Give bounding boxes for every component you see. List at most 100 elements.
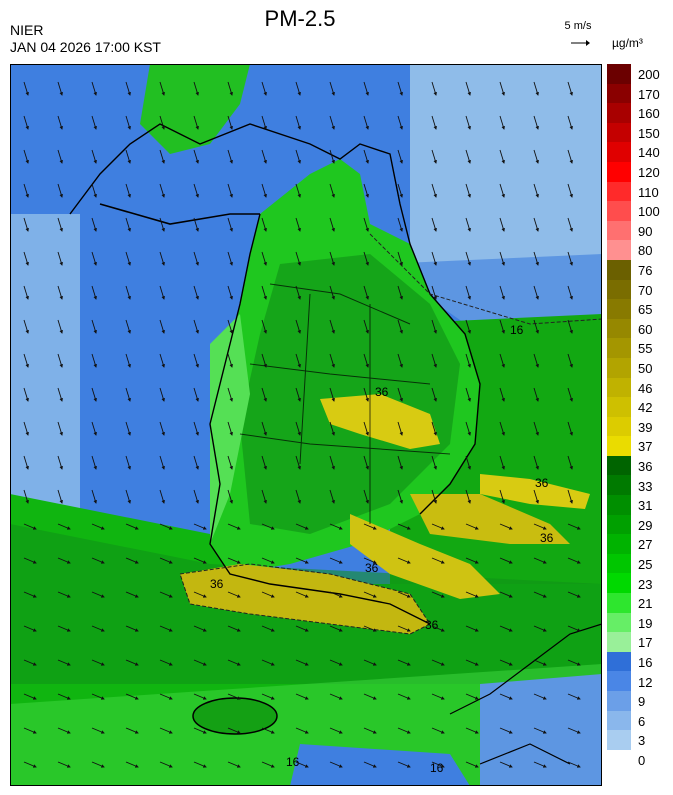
wind-vector: [295, 557, 309, 564]
contour-label: 36: [425, 618, 439, 632]
wind-vector: [193, 115, 199, 130]
wind-vector: [193, 659, 207, 666]
wind-vector: [329, 727, 343, 734]
wind-vector: [329, 217, 335, 232]
wind-vector: [499, 81, 505, 96]
legend-label: 25: [638, 557, 653, 572]
wind-vector: [261, 319, 267, 334]
wind-vector: [23, 387, 29, 402]
legend-label: 29: [638, 517, 653, 533]
wind-vector: [499, 149, 505, 164]
wind-vector: [329, 489, 335, 504]
legend-swatch: [607, 534, 631, 554]
wind-vector: [499, 557, 513, 564]
wind-vector: [125, 353, 131, 368]
wind-vector: [57, 149, 63, 164]
wind-vector: [91, 557, 105, 564]
legend-label: 140: [638, 145, 660, 161]
wind-vector: [567, 387, 573, 402]
wind-vector: [397, 115, 403, 130]
wind-vector: [159, 489, 165, 504]
legend-label: 0: [638, 753, 646, 768]
wind-vector: [465, 251, 471, 266]
wind-vector: [567, 319, 573, 334]
wind-vector: [57, 659, 71, 666]
wind-vector: [159, 693, 173, 700]
wind-vector: [397, 81, 403, 96]
wind-vector: [57, 387, 63, 402]
wind-vector: [431, 251, 437, 266]
wind-vector: [261, 251, 267, 266]
wind-vector: [193, 727, 207, 734]
wind-vector: [91, 693, 105, 700]
map-title: PM-2.5: [264, 6, 336, 31]
wind-vector: [125, 659, 139, 666]
wind-vector: [159, 455, 165, 470]
wind-vector: [295, 285, 301, 300]
wind-vector: [397, 421, 403, 436]
wind-vector: [397, 183, 403, 198]
legend-label: 21: [638, 596, 653, 612]
wind-vector: [363, 761, 377, 768]
legend-label: 150: [638, 125, 660, 141]
wind-vector: [261, 693, 275, 700]
wind-vector: [533, 591, 547, 598]
legend-label: 100: [638, 204, 660, 220]
wind-vector: [261, 353, 267, 368]
wind-vector: [227, 523, 241, 530]
wind-vector: [261, 81, 267, 96]
legend-label: 110: [638, 184, 659, 200]
wind-vector: [329, 387, 335, 402]
legend-label: 19: [638, 615, 653, 631]
wind-vector: [431, 319, 437, 334]
yellow-area-central: [320, 394, 440, 449]
wind-vector: [125, 591, 139, 598]
wind-vector: [329, 115, 335, 130]
wind-vector: [295, 149, 301, 164]
wind-vector: [567, 285, 573, 300]
wind-vector: [57, 81, 63, 96]
wind-vector: [363, 591, 377, 598]
wind-vector: [295, 659, 309, 666]
wind-vector: [397, 625, 411, 632]
wind-vector: [397, 761, 411, 768]
wind-vector: [227, 591, 241, 598]
legend-swatch: [607, 103, 631, 123]
wind-vector: [465, 557, 479, 564]
wind-vector: [227, 183, 233, 198]
legend-swatch: [607, 671, 631, 691]
legend-swatch: [607, 573, 631, 594]
legend-swatch: [607, 455, 631, 476]
wind-vector: [465, 81, 471, 96]
wind-vector: [533, 251, 539, 266]
wind-vector: [227, 693, 241, 700]
north-green-patch: [140, 64, 250, 154]
legend-label: 23: [638, 576, 653, 592]
wind-vector: [57, 557, 71, 564]
wind-vector: [193, 217, 199, 232]
wind-vector: [193, 489, 199, 504]
wind-vector: [431, 285, 437, 300]
wind-vector: [567, 523, 581, 530]
legend-label: 70: [638, 282, 653, 298]
pm25-map: 16 36 36 36 36 36 36 16 16: [10, 64, 602, 786]
wind-vector: [23, 455, 29, 470]
wind-vector: [125, 727, 139, 734]
wind-vector: [295, 625, 309, 632]
wind-vector: [295, 693, 309, 700]
wind-vector: [125, 319, 131, 334]
wind-vector: [261, 591, 275, 598]
wind-vector: [465, 387, 471, 402]
wind-vector: [465, 625, 479, 632]
wind-vector: [125, 183, 131, 198]
wind-vector: [431, 693, 445, 700]
legend-swatch: [607, 240, 631, 260]
wind-vector: [431, 387, 437, 402]
wind-vector: [91, 727, 105, 734]
wind-vector: [227, 251, 233, 266]
legend-label: 12: [638, 674, 653, 690]
contour-label: 36: [535, 476, 549, 490]
wind-vector: [363, 319, 369, 334]
legend-label: 160: [638, 106, 660, 122]
wind-vector: [431, 421, 437, 436]
